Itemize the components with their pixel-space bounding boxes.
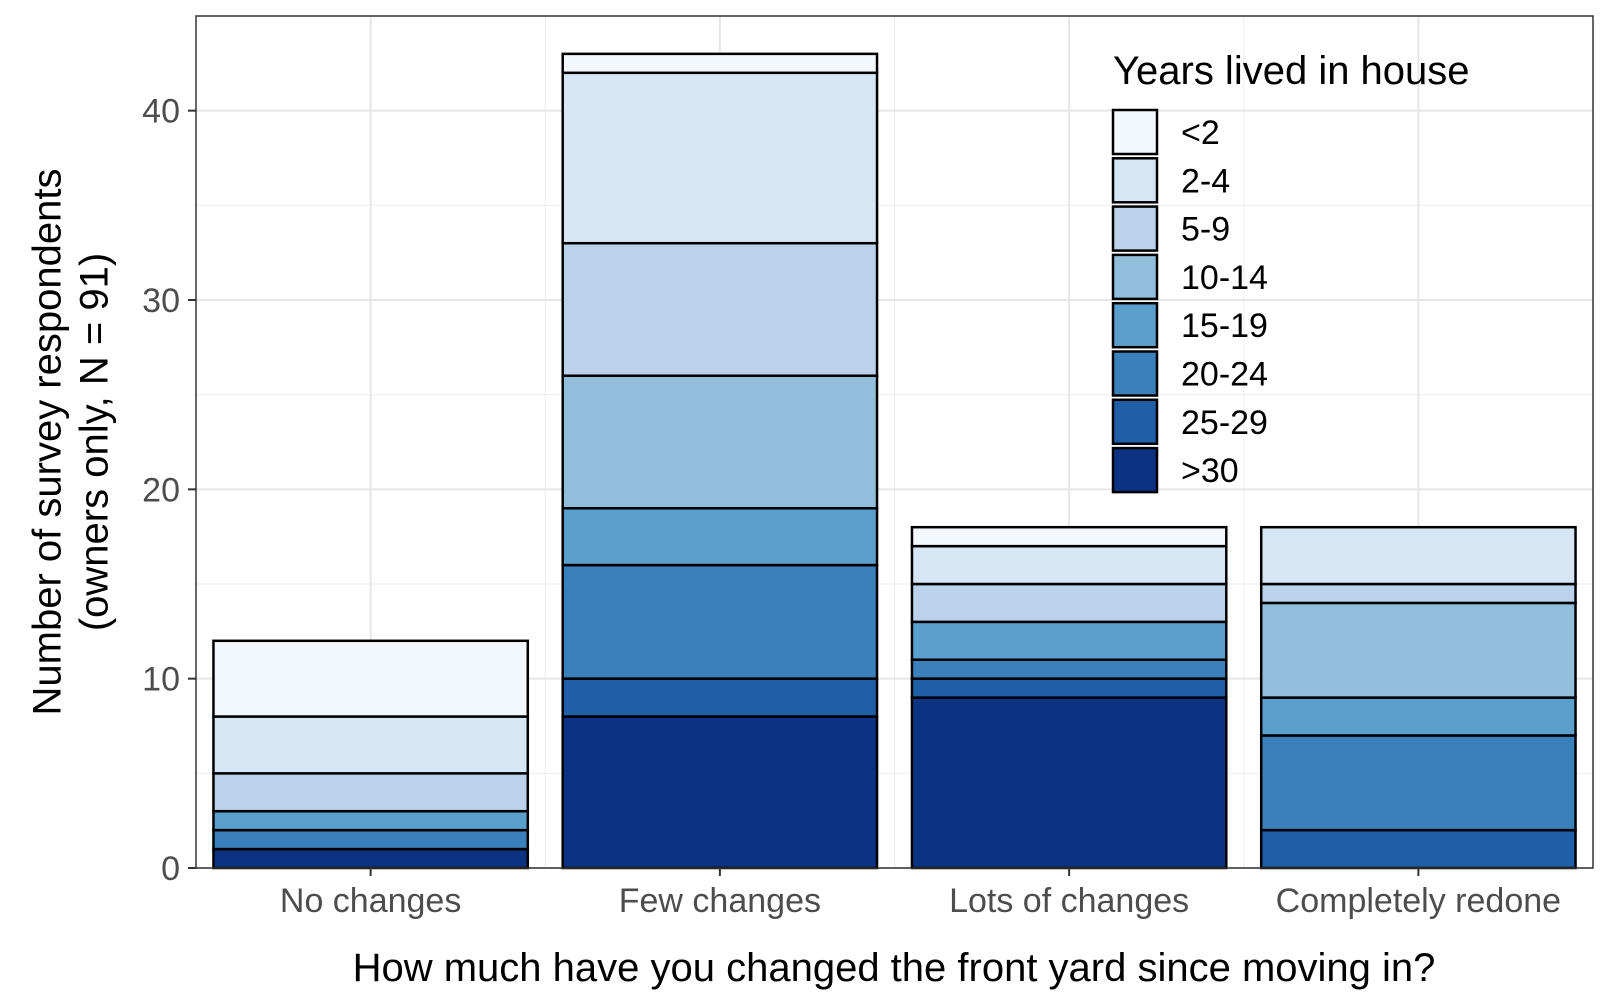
legend-label: 15-19 — [1181, 307, 1268, 345]
bar-segment — [1259, 696, 1577, 737]
legend-item: 20-24 — [1111, 350, 1268, 397]
y-tick-label: 0 — [161, 850, 180, 888]
y-axis-title: Number of survey respondents (owners only… — [26, 169, 117, 716]
y-axis: 0 10 20 30 40 — [142, 93, 196, 888]
y-tick-label: 40 — [142, 93, 180, 131]
bar-segment — [561, 677, 879, 718]
bar-segment — [561, 241, 879, 377]
legend-item: 5-9 — [1111, 205, 1230, 252]
bar-segment — [212, 847, 530, 870]
y-axis-title-line: (owners only, N = 91) — [73, 253, 117, 631]
legend-label: >30 — [1181, 452, 1239, 490]
bar-segment — [1259, 828, 1577, 870]
bar-segment — [561, 52, 879, 75]
bar-segment — [561, 563, 879, 680]
x-tick-label: Completely redone — [1276, 882, 1561, 920]
bar-stack — [1259, 525, 1577, 870]
x-tick-label: Few changes — [619, 882, 821, 920]
legend-item: >30 — [1111, 446, 1239, 494]
legend-swatch — [1111, 301, 1159, 349]
x-axis: No changes Few changes Lots of changes Comp… — [280, 868, 1561, 920]
legend-swatch — [1111, 446, 1159, 494]
legend-item: 2-4 — [1111, 157, 1230, 204]
bar-segment — [910, 658, 1228, 680]
bar-segment — [561, 715, 879, 870]
bar-segment — [561, 71, 879, 245]
legend-swatch — [1111, 108, 1159, 156]
bar-segment — [910, 582, 1228, 624]
bar-segment — [910, 620, 1228, 661]
legend-label: 10-14 — [1181, 259, 1268, 297]
x-tick-label: No changes — [280, 882, 461, 920]
plot-panel-border — [195, 15, 1594, 869]
bar-segment — [212, 772, 530, 813]
bars-layer — [212, 52, 1577, 870]
legend: Years lived in house <2 2-4 5-9 10-14 15-19 2… — [1111, 49, 1470, 494]
bar-stack — [561, 52, 879, 870]
bar-segment — [1259, 582, 1577, 605]
y-tick-label: 20 — [142, 471, 180, 509]
bar-segment — [212, 639, 530, 718]
bar-segment — [910, 544, 1228, 586]
bar-segment — [1259, 734, 1577, 832]
legend-label: 2-4 — [1181, 162, 1230, 200]
bar-segment — [910, 525, 1228, 548]
legend-item: 15-19 — [1111, 301, 1268, 349]
legend-item: 10-14 — [1111, 253, 1268, 301]
legend-swatch — [1111, 398, 1159, 446]
legend-swatch — [1111, 157, 1159, 204]
legend-swatch — [1111, 205, 1159, 252]
bar-segment — [561, 374, 879, 510]
legend-label: 5-9 — [1181, 211, 1230, 249]
legend-item: <2 — [1111, 108, 1220, 156]
bar-stack — [910, 525, 1228, 870]
legend-label: <2 — [1181, 114, 1220, 152]
bar-segment — [212, 809, 530, 832]
bar-segment — [561, 507, 879, 567]
bar-stack — [212, 639, 530, 870]
legend-label: 25-29 — [1181, 404, 1268, 442]
y-tick-label: 30 — [142, 282, 180, 320]
legend-label: 20-24 — [1181, 356, 1268, 394]
legend-title: Years lived in house — [1113, 49, 1470, 93]
legend-swatch — [1111, 253, 1159, 301]
bar-segment — [1259, 601, 1577, 699]
legend-items: <2 2-4 5-9 10-14 15-19 20-24 25-29 >30 — [1111, 108, 1268, 494]
bar-segment — [910, 677, 1228, 699]
legend-item: 25-29 — [1111, 398, 1268, 446]
bar-segment — [910, 696, 1228, 870]
bar-segment — [212, 828, 530, 851]
x-tick-label: Lots of changes — [949, 882, 1189, 920]
y-tick-label: 10 — [142, 661, 180, 699]
bar-segment — [1259, 525, 1577, 586]
bar-segment — [212, 715, 530, 775]
x-axis-title: How much have you changed the front yard… — [353, 946, 1436, 990]
y-axis-title-line: Number of survey respondents — [26, 169, 70, 716]
legend-swatch — [1111, 350, 1159, 397]
